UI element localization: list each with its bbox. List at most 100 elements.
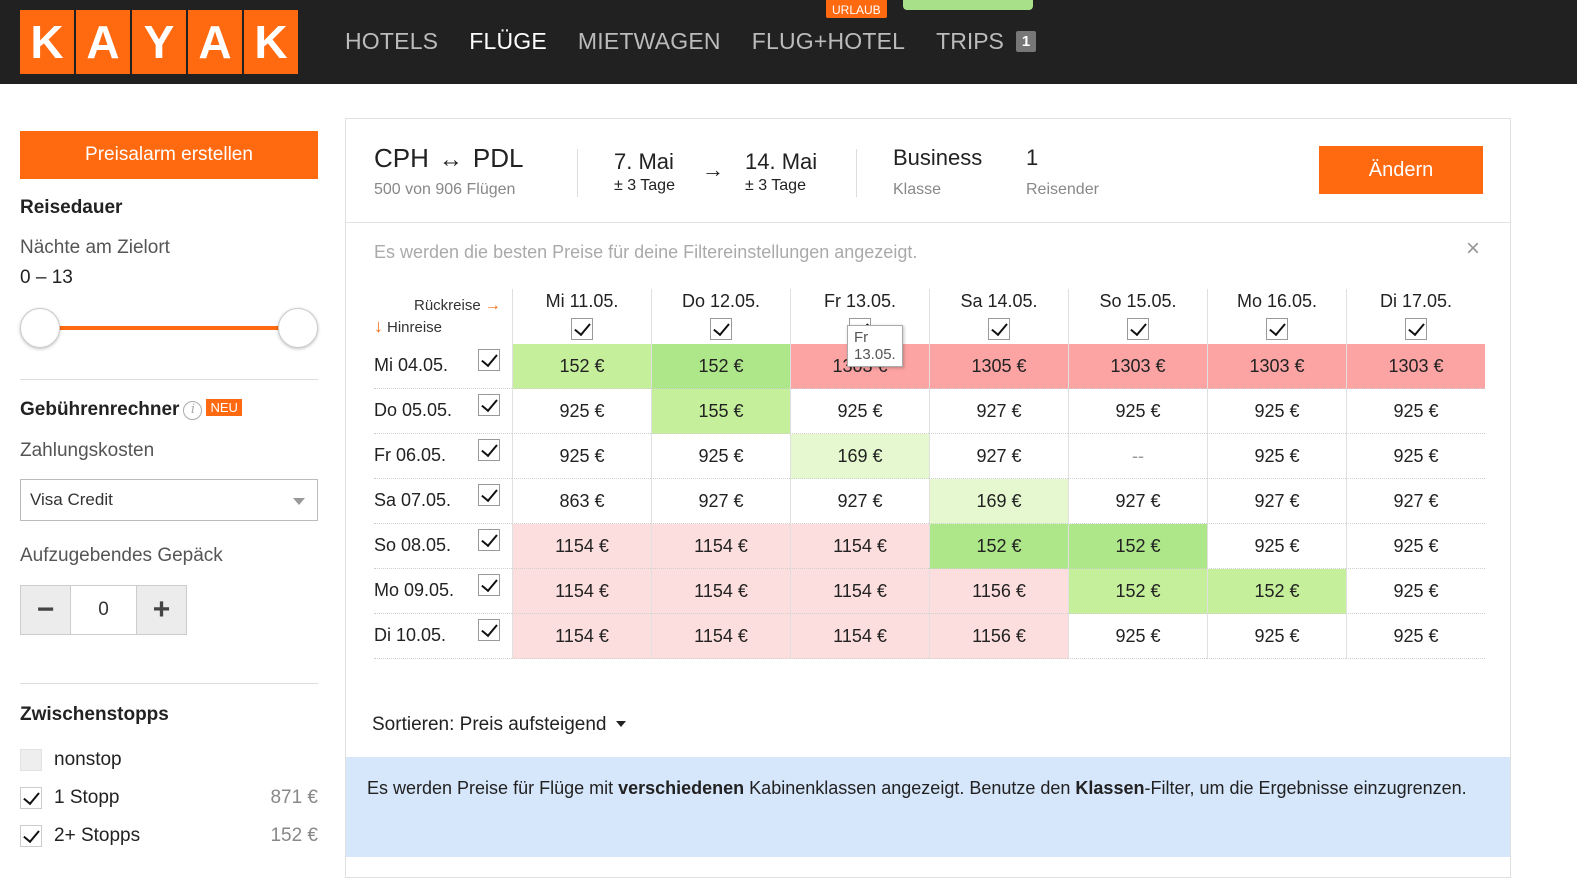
return-axis-label: Rückreise → bbox=[414, 297, 501, 315]
price-cell[interactable]: 925 € bbox=[1346, 389, 1485, 434]
sort-dropdown[interactable]: Sortieren: Preis aufsteigend bbox=[372, 714, 627, 736]
price-cell[interactable]: 169 € bbox=[929, 479, 1068, 524]
minus-button[interactable]: − bbox=[21, 586, 71, 634]
price-cell[interactable]: 925 € bbox=[1207, 389, 1346, 434]
price-cell[interactable]: 1154 € bbox=[512, 524, 651, 569]
cabin-label: Klasse bbox=[893, 181, 942, 198]
price-cell[interactable]: 925 € bbox=[512, 389, 651, 434]
outbound-date-checkbox[interactable] bbox=[478, 439, 500, 461]
price-cell[interactable]: 925 € bbox=[1207, 434, 1346, 479]
price-cell[interactable]: 1154 € bbox=[790, 524, 929, 569]
price-cell[interactable]: 152 € bbox=[929, 524, 1068, 569]
close-icon[interactable]: × bbox=[1466, 235, 1481, 262]
outbound-date-label: So 08.05. bbox=[374, 535, 452, 555]
nav-rental-cars[interactable]: MIETWAGEN bbox=[577, 28, 721, 54]
price-cell[interactable]: 927 € bbox=[1068, 479, 1207, 524]
info-icon[interactable]: i bbox=[183, 401, 203, 420]
price-cell[interactable]: 155 € bbox=[651, 389, 790, 434]
price-cell[interactable]: 927 € bbox=[1207, 479, 1346, 524]
price-cell[interactable]: 863 € bbox=[512, 479, 651, 524]
two-plus-stops-checkbox[interactable] bbox=[20, 825, 42, 847]
divider bbox=[20, 683, 318, 684]
logo-letter: K bbox=[244, 10, 298, 74]
traveler-count: 1 bbox=[1026, 145, 1039, 170]
outbound-date-checkbox[interactable] bbox=[478, 394, 500, 416]
price-cell[interactable]: 927 € bbox=[651, 479, 790, 524]
price-cell[interactable]: 925 € bbox=[1346, 614, 1485, 659]
price-cell[interactable]: 152 € bbox=[651, 344, 790, 389]
price-cell[interactable]: 925 € bbox=[1346, 434, 1485, 479]
price-cell[interactable]: 925 € bbox=[1068, 389, 1207, 434]
return-date-checkbox[interactable] bbox=[988, 318, 1010, 340]
price-cell[interactable]: 925 € bbox=[1346, 569, 1485, 614]
chevron-down-icon bbox=[616, 721, 627, 727]
price-cell[interactable]: 169 € bbox=[790, 434, 929, 479]
price-cell[interactable]: 925 € bbox=[1068, 614, 1207, 659]
price-cell[interactable]: 925 € bbox=[1346, 524, 1485, 569]
price-cell[interactable]: 1303 € bbox=[1068, 344, 1207, 389]
outbound-date-checkbox[interactable] bbox=[478, 529, 500, 551]
stop-filter-1-stop[interactable]: 1 Stopp 871 € bbox=[20, 783, 318, 813]
price-alert-button[interactable]: Preisalarm erstellen bbox=[20, 131, 318, 179]
price-cell[interactable]: 1156 € bbox=[929, 614, 1068, 659]
chevron-down-icon bbox=[293, 498, 305, 505]
price-cell[interactable]: 152 € bbox=[1207, 569, 1346, 614]
price-cell[interactable]: -- bbox=[1068, 434, 1207, 479]
price-cell[interactable]: 925 € bbox=[1207, 524, 1346, 569]
price-cell[interactable]: 1154 € bbox=[512, 569, 651, 614]
baggage-count[interactable]: 0 bbox=[98, 599, 109, 620]
slider-handle-min[interactable] bbox=[20, 308, 60, 348]
price-cell[interactable]: 1305 € bbox=[929, 344, 1068, 389]
outbound-label: Hinreise bbox=[387, 319, 443, 336]
return-date-label: So 15.05. bbox=[1099, 291, 1177, 311]
nonstop-checkbox[interactable] bbox=[20, 749, 42, 771]
return-date-column-header: Di 17.05. bbox=[1346, 289, 1485, 344]
return-date-checkbox[interactable] bbox=[1127, 318, 1149, 340]
price-cell[interactable]: 152 € bbox=[1068, 524, 1207, 569]
price-cell[interactable]: 927 € bbox=[790, 479, 929, 524]
price-cell[interactable]: 152 € bbox=[512, 344, 651, 389]
price-cell[interactable]: 925 € bbox=[512, 434, 651, 479]
return-date-checkbox[interactable] bbox=[571, 318, 593, 340]
price-cell[interactable]: 152 € bbox=[1068, 569, 1207, 614]
info-text-bold: verschiedenen bbox=[618, 778, 745, 798]
nav-flights[interactable]: FLÜGE bbox=[469, 28, 547, 54]
price-cell[interactable]: 925 € bbox=[651, 434, 790, 479]
stop-filter-2-plus[interactable]: 2+ Stopps 152 € bbox=[20, 821, 318, 851]
payment-method-select[interactable]: Visa Credit bbox=[20, 479, 318, 521]
urlaub-badge[interactable]: URLAUB bbox=[826, 0, 887, 18]
price-cell[interactable]: 1154 € bbox=[651, 524, 790, 569]
price-cell[interactable]: 925 € bbox=[1207, 614, 1346, 659]
price-cell[interactable]: 1154 € bbox=[790, 569, 929, 614]
change-search-button[interactable]: Ändern bbox=[1319, 146, 1483, 194]
price-cell[interactable]: 1154 € bbox=[790, 614, 929, 659]
price-cell[interactable]: 925 € bbox=[790, 389, 929, 434]
matrix-corner: Rückreise → ↓ Hinreise bbox=[374, 289, 512, 344]
outbound-date-checkbox[interactable] bbox=[478, 349, 500, 371]
return-date-checkbox[interactable] bbox=[1266, 318, 1288, 340]
nav-trips[interactable]: TRIPS 1 bbox=[936, 28, 1037, 55]
price-cell[interactable]: 1303 € bbox=[1346, 344, 1485, 389]
outbound-date-checkbox[interactable] bbox=[478, 619, 500, 641]
stop-filter-nonstop[interactable]: nonstop bbox=[20, 745, 318, 775]
price-cell[interactable]: 927 € bbox=[1346, 479, 1485, 524]
slider-handle-max[interactable] bbox=[278, 308, 318, 348]
price-cell[interactable]: 927 € bbox=[929, 389, 1068, 434]
price-cell[interactable]: 927 € bbox=[929, 434, 1068, 479]
one-stop-checkbox[interactable] bbox=[20, 787, 42, 809]
outbound-date-checkbox[interactable] bbox=[478, 574, 500, 596]
price-cell[interactable]: 1303 € bbox=[1207, 344, 1346, 389]
nights-slider[interactable] bbox=[20, 305, 318, 349]
plus-button[interactable]: + bbox=[136, 586, 186, 634]
kayak-logo[interactable]: K A Y A K bbox=[20, 10, 298, 74]
price-cell[interactable]: 1156 € bbox=[929, 569, 1068, 614]
price-cell[interactable]: 1154 € bbox=[512, 614, 651, 659]
return-date-checkbox[interactable] bbox=[1405, 318, 1427, 340]
fees-title: Gebührenrechner bbox=[20, 399, 180, 420]
nav-flight-hotel[interactable]: FLUG+HOTEL bbox=[751, 28, 906, 54]
price-cell[interactable]: 1154 € bbox=[651, 614, 790, 659]
outbound-date-checkbox[interactable] bbox=[478, 484, 500, 506]
nav-hotels[interactable]: HOTELS bbox=[345, 28, 439, 54]
price-cell[interactable]: 1154 € bbox=[651, 569, 790, 614]
return-date-checkbox[interactable] bbox=[710, 318, 732, 340]
